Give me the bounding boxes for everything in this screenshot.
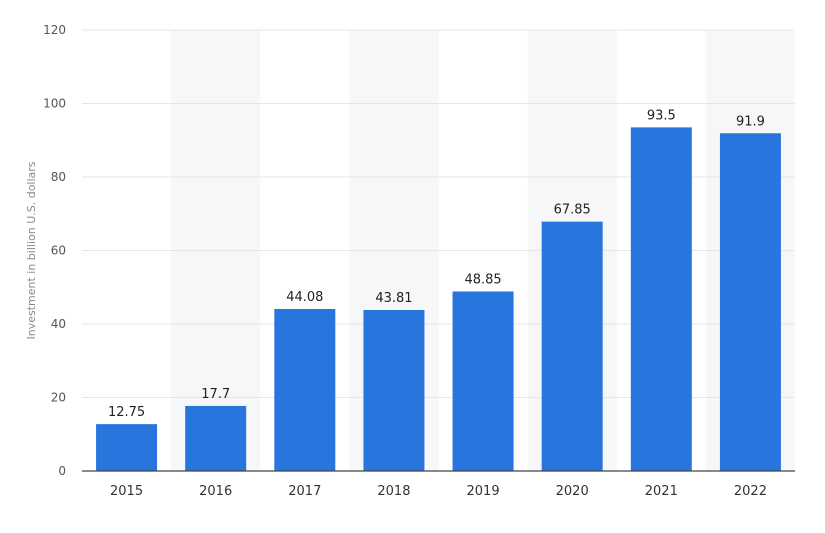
bar xyxy=(719,133,781,471)
bar xyxy=(363,309,425,471)
data-label: 67.85 xyxy=(554,203,591,218)
data-label: 91.9 xyxy=(736,114,765,129)
data-label: 48.85 xyxy=(464,272,501,287)
x-tick-label: 2020 xyxy=(556,484,589,499)
data-label: 44.08 xyxy=(286,290,323,305)
x-axis-ticks: 2015 2016 2017 2018 2019 2020 2021 2022 xyxy=(110,484,767,499)
x-tick-label: 2016 xyxy=(199,484,232,499)
bar xyxy=(541,221,603,471)
y-tick-label: 0 xyxy=(58,464,66,478)
data-label: 17.7 xyxy=(201,387,230,402)
bar xyxy=(274,309,336,471)
x-tick-label: 2015 xyxy=(110,484,143,499)
y-tick-label: 100 xyxy=(43,97,66,111)
data-label: 93.5 xyxy=(647,108,676,123)
y-tick-label: 60 xyxy=(51,244,66,258)
bar xyxy=(185,405,247,471)
bars xyxy=(96,127,781,471)
bar xyxy=(96,424,158,471)
bar xyxy=(452,291,514,471)
x-tick-label: 2022 xyxy=(734,484,767,499)
data-labels: 12.75 17.7 44.08 43.81 48.85 67.85 93.5 91.9 xyxy=(108,108,765,420)
y-tick-label: 40 xyxy=(51,317,66,331)
y-tick-label: 80 xyxy=(51,170,66,184)
x-tick-label: 2018 xyxy=(377,484,410,499)
y-axis-ticks: 0 20 40 60 80 100 120 xyxy=(43,23,66,478)
y-axis-label: Investment in billion U.S. dollars xyxy=(25,161,38,339)
y-tick-label: 20 xyxy=(51,391,66,405)
bar xyxy=(630,127,692,471)
x-tick-label: 2019 xyxy=(467,484,500,499)
data-label: 12.75 xyxy=(108,405,145,420)
data-label: 43.81 xyxy=(375,291,412,306)
x-tick-label: 2021 xyxy=(645,484,678,499)
x-tick-label: 2017 xyxy=(288,484,321,499)
y-tick-label: 120 xyxy=(43,23,66,37)
